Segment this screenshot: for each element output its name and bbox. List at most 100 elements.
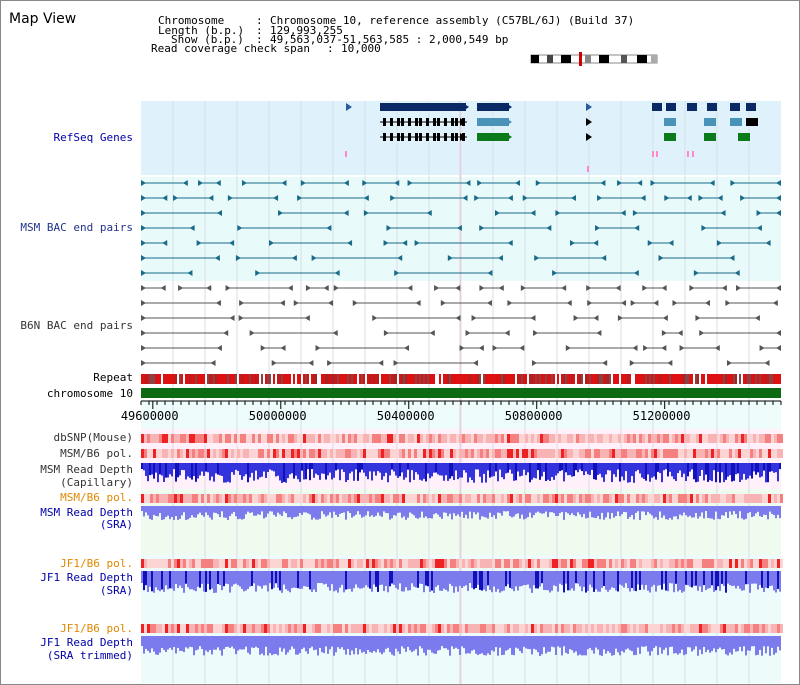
depth-bar xyxy=(285,636,287,655)
depth-bar xyxy=(307,506,309,514)
length-value: 129,993,255 xyxy=(270,24,343,37)
depth-bar xyxy=(469,463,471,478)
repeat-segment xyxy=(191,374,193,384)
track-label-msm-b6-pol[interactable]: MSM/B6 pol. xyxy=(60,447,133,460)
depth-bar xyxy=(599,506,601,520)
track-label-chromosome[interactable]: chromosome 10 xyxy=(46,387,133,400)
depth-bar xyxy=(165,463,167,478)
bac-end xyxy=(311,255,317,261)
repeat-segment xyxy=(279,374,281,384)
bac-end xyxy=(664,195,670,201)
heatmap-cell xyxy=(507,449,510,458)
depth-bar xyxy=(665,506,667,520)
depth-bar xyxy=(449,463,451,479)
heatmap-cell xyxy=(501,434,504,443)
depth-bar xyxy=(439,463,441,476)
ideogram-band xyxy=(651,55,657,63)
heatmap-cell xyxy=(456,559,459,568)
repeat-segment xyxy=(671,374,673,384)
repeat-segment xyxy=(357,374,359,384)
heatmap-cell xyxy=(627,624,630,633)
track-label-msm-bac[interactable]: MSM BAC end pairs xyxy=(20,221,133,234)
heatmap-cell xyxy=(708,434,711,443)
depth-bar xyxy=(291,463,293,474)
heatmap-cell xyxy=(444,494,447,503)
depth-bar xyxy=(237,636,239,651)
track-label-jf1-b6-pol[interactable]: JF1/B6 pol. xyxy=(60,557,133,570)
heatmap-cell xyxy=(489,624,492,633)
bac-end xyxy=(776,345,781,351)
heatmap-cell xyxy=(546,624,549,633)
track-label-jf1-depth-trimmed[interactable]: JF1 Read Depth xyxy=(40,636,133,649)
bac-end xyxy=(507,195,513,201)
bac-end xyxy=(293,300,299,306)
depth-bar xyxy=(507,636,509,650)
depth-bar xyxy=(269,506,271,512)
heatmap-cell xyxy=(390,624,393,633)
depth-bar xyxy=(323,463,325,474)
depth-bar xyxy=(451,463,453,477)
heatmap-cell xyxy=(483,434,486,443)
depth-bar xyxy=(471,571,473,588)
heatmap-cell xyxy=(495,434,498,443)
heatmap-cell xyxy=(705,559,708,568)
depth-bar xyxy=(667,506,669,520)
track-label-dbsnp[interactable]: dbSNP(Mouse) xyxy=(53,431,133,444)
track-label-msm-depth-capillary[interactable]: MSM Read Depth xyxy=(40,463,133,476)
heatmap-cell xyxy=(237,624,240,633)
depth-bar xyxy=(765,571,767,588)
track-label-refseq[interactable]: RefSeq Genes xyxy=(53,131,133,144)
track-label-repeat[interactable]: Repeat xyxy=(93,371,133,384)
depth-bar xyxy=(223,636,225,650)
bac-end xyxy=(776,330,781,336)
depth-bar xyxy=(535,463,537,479)
depth-bar xyxy=(657,463,659,472)
depth-bar xyxy=(147,571,149,593)
track-label-jf1-b6-pol-2[interactable]: JF1/B6 pol. xyxy=(60,622,133,635)
repeat-segment xyxy=(287,374,289,384)
track-label-msm-b6-pol-2[interactable]: MSM/B6 pol. xyxy=(60,491,133,504)
heatmap-cell xyxy=(450,449,453,458)
exon xyxy=(426,118,429,126)
heatmap-cell xyxy=(660,449,663,458)
heatmap-cell xyxy=(708,559,711,568)
heatmap-cell xyxy=(411,434,414,443)
bac-end xyxy=(327,360,333,366)
depth-bar xyxy=(733,571,735,586)
depth-bar xyxy=(725,506,727,513)
depth-bar xyxy=(363,463,365,473)
heatmap-cell xyxy=(588,624,591,633)
depth-bar xyxy=(423,636,425,653)
depth-bar xyxy=(565,463,567,473)
heatmap-cell xyxy=(756,494,759,503)
exon xyxy=(419,133,422,141)
repeat-segment xyxy=(583,374,585,384)
track-label-jf1-depth-sra[interactable]: JF1 Read Depth xyxy=(40,571,133,584)
depth-bar xyxy=(211,636,213,655)
depth-bar xyxy=(475,571,477,588)
depth-bar xyxy=(709,636,711,653)
repeat-segment xyxy=(181,374,183,384)
depth-bar xyxy=(645,636,647,647)
heatmap-cell xyxy=(423,559,426,568)
heatmap-cell xyxy=(354,434,357,443)
depth-bar xyxy=(301,506,303,515)
heatmap-cell xyxy=(738,559,741,568)
heatmap-cell xyxy=(522,624,525,633)
track-label-msm-depth-sra[interactable]: MSM Read Depth xyxy=(40,506,133,519)
repeat-segment xyxy=(615,374,617,384)
track-label-b6n-bac[interactable]: B6N BAC end pairs xyxy=(20,319,133,332)
heatmap-cell xyxy=(216,449,219,458)
heatmap-cell xyxy=(381,449,384,458)
exon xyxy=(390,133,393,141)
depth-bar xyxy=(269,571,271,584)
heatmap-cell xyxy=(732,494,735,503)
depth-bar xyxy=(159,506,161,514)
gene-arrow xyxy=(463,103,469,111)
depth-bar xyxy=(325,571,327,584)
repeat-segment xyxy=(143,374,145,384)
heatmap-cell xyxy=(723,494,726,503)
depth-bar xyxy=(419,636,421,647)
heatmap-cell xyxy=(366,624,369,633)
